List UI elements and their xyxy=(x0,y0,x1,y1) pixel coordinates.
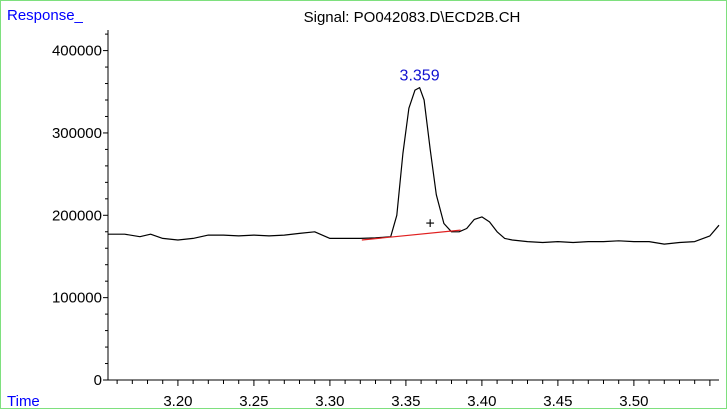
peak-retention-time-label: 3.359 xyxy=(400,68,440,85)
y-axis-corner-label: Response_ xyxy=(7,7,84,24)
y-tick-label: 0 xyxy=(94,372,102,389)
x-tick-label: 3.30 xyxy=(315,393,344,409)
chart-title: Signal: PO042083.D\ECD2B.CH xyxy=(304,9,521,26)
y-tick-label: 200000 xyxy=(52,207,102,224)
peak-marker: + xyxy=(426,216,435,233)
y-tick-label: 400000 xyxy=(52,43,102,60)
y-tick-label: 300000 xyxy=(52,125,102,142)
x-tick-label: 3.50 xyxy=(619,393,648,409)
x-tick-label: 3.20 xyxy=(163,393,192,409)
x-axis-corner-label: Time xyxy=(7,393,40,409)
x-tick-label: 3.45 xyxy=(543,393,572,409)
x-tick-label: 3.25 xyxy=(239,393,268,409)
x-tick-label: 3.35 xyxy=(391,393,420,409)
y-tick-label: 100000 xyxy=(52,290,102,307)
x-tick-label: 3.40 xyxy=(467,393,496,409)
